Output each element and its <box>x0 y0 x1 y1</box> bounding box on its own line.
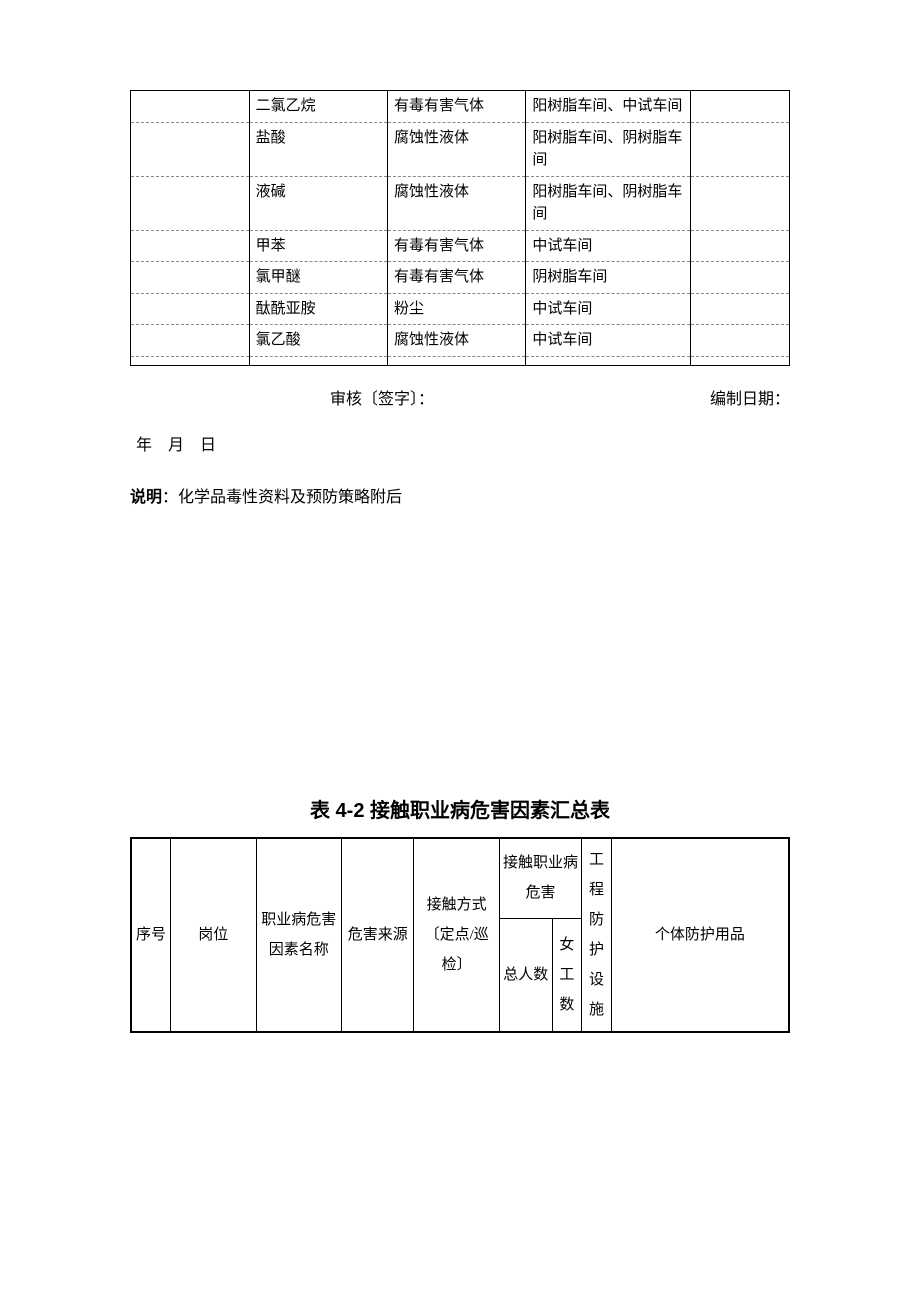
table-cell <box>691 176 790 230</box>
table-row: 盐酸腐蚀性液体阳树脂车间、阴树脂车间 <box>131 122 790 176</box>
table-cell <box>249 356 387 365</box>
table-cell <box>691 122 790 176</box>
table-cell: 腐蚀性液体 <box>387 325 525 357</box>
table-cell <box>526 356 691 365</box>
header-female-workers: 女工数 <box>552 918 582 1031</box>
table-cell: 氯乙酸 <box>249 325 387 357</box>
hazard-factor-summary-table: 序号 岗位 职业病危害因素名称 危害来源 接触方式〔定点/巡检〕 接触职业病危害… <box>130 837 790 1033</box>
table-cell: 二氯乙烷 <box>249 91 387 123</box>
table-cell: 阳树脂车间、阴树脂车间 <box>526 122 691 176</box>
table-cell: 腐蚀性液体 <box>387 122 525 176</box>
header-source: 危害来源 <box>342 838 414 1032</box>
table-cell: 盐酸 <box>249 122 387 176</box>
table-cell <box>387 356 525 365</box>
table-cell: 有毒有害气体 <box>387 230 525 262</box>
table-row: 氯乙酸腐蚀性液体中试车间 <box>131 325 790 357</box>
table-cell <box>691 230 790 262</box>
note-separator: ： <box>162 489 178 506</box>
date-blank-line: 年 月 日 <box>136 430 790 462</box>
table-cell: 中试车间 <box>526 230 691 262</box>
table-cell <box>691 356 790 365</box>
table-cell: 中试车间 <box>526 293 691 325</box>
signature-line: 审核〔签字〕： 编制日期： <box>130 384 790 416</box>
header-facility: 工程防护设施 <box>582 838 612 1032</box>
table-cell <box>691 91 790 123</box>
table-row: 二氯乙烷有毒有害气体阳树脂车间、中试车间 <box>131 91 790 123</box>
table-cell <box>131 91 250 123</box>
table-row <box>131 356 790 365</box>
table-cell: 腐蚀性液体 <box>387 176 525 230</box>
header-ppe: 个体防护用品 <box>611 838 789 1032</box>
table-cell <box>131 262 250 294</box>
table-cell <box>131 230 250 262</box>
header-seq: 序号 <box>131 838 170 1032</box>
header-factor: 职业病危害因素名称 <box>256 838 342 1032</box>
table-cell <box>131 122 250 176</box>
note-line: 说明：化学品毒性资料及预防策略附后 <box>130 482 790 514</box>
table-cell <box>131 356 250 365</box>
table-row: 酞酰亚胺粉尘中试车间 <box>131 293 790 325</box>
table-cell: 阳树脂车间、中试车间 <box>526 91 691 123</box>
table-cell <box>691 262 790 294</box>
table-row: 液碱腐蚀性液体阳树脂车间、阴树脂车间 <box>131 176 790 230</box>
header-total-people: 总人数 <box>499 918 552 1031</box>
table-row: 氯甲醚有毒有害气体阴树脂车间 <box>131 262 790 294</box>
table-cell: 酞酰亚胺 <box>249 293 387 325</box>
table-cell <box>691 325 790 357</box>
table-cell: 氯甲醚 <box>249 262 387 294</box>
table-cell: 阴树脂车间 <box>526 262 691 294</box>
header-contact-mode: 接触方式〔定点/巡检〕 <box>414 838 500 1032</box>
header-post: 岗位 <box>170 838 256 1032</box>
table-cell <box>131 176 250 230</box>
table-cell: 粉尘 <box>387 293 525 325</box>
header-hazard-group: 接触职业病危害 <box>499 838 581 919</box>
table-4-2-title: 表 4-2 接触职业病危害因素汇总表 <box>130 794 790 823</box>
table-cell: 阳树脂车间、阴树脂车间 <box>526 176 691 230</box>
note-label: 说明 <box>130 489 162 506</box>
hazard-substance-table: 二氯乙烷有毒有害气体阳树脂车间、中试车间盐酸腐蚀性液体阳树脂车间、阴树脂车间液碱… <box>130 90 790 366</box>
table-row: 甲苯有毒有害气体中试车间 <box>131 230 790 262</box>
table-cell: 有毒有害气体 <box>387 91 525 123</box>
table-cell <box>691 293 790 325</box>
audit-signature-label: 审核〔签字〕： <box>330 384 434 416</box>
compile-date-label: 编制日期： <box>710 384 790 416</box>
table-cell: 有毒有害气体 <box>387 262 525 294</box>
note-text: 化学品毒性资料及预防策略附后 <box>178 489 402 506</box>
table-cell: 中试车间 <box>526 325 691 357</box>
table-cell <box>131 325 250 357</box>
table-cell: 甲苯 <box>249 230 387 262</box>
table-cell: 液碱 <box>249 176 387 230</box>
table-cell <box>131 293 250 325</box>
